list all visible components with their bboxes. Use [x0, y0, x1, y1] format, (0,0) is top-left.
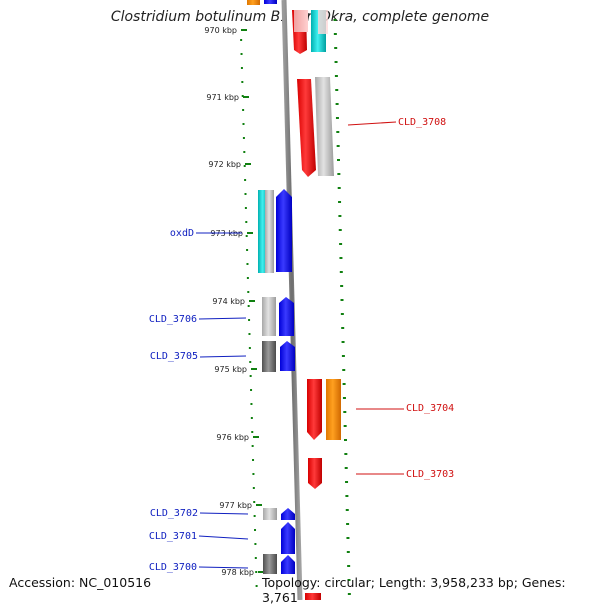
gene-blue-oxdd[interactable]: [276, 189, 292, 272]
genome-backbone: [281, 0, 303, 600]
gene-label-cld-3708[interactable]: CLD_3708: [398, 117, 446, 128]
gene-grey-3702[interactable]: [263, 508, 277, 520]
gene-red-bottom[interactable]: [305, 593, 321, 600]
genome-summary: Topology: circular; Length: 3,958,233 bp…: [262, 575, 566, 605]
gene-darkgrey-3700[interactable]: [263, 554, 277, 574]
right-leader-lines: [347, 121, 404, 475]
gene-label-cld-3701[interactable]: CLD_3701: [149, 531, 197, 542]
gene-orange-top[interactable]: [247, 0, 260, 5]
ruler-label: 970 kbp: [204, 26, 237, 35]
gene-blue-3702[interactable]: [281, 508, 295, 520]
gene-blue-3705[interactable]: [280, 341, 295, 371]
gene-orange-3704[interactable]: [326, 379, 341, 440]
gene-blue-3706[interactable]: [279, 297, 294, 336]
ruler-label: 976 kbp: [216, 433, 249, 442]
gene-blue-3700[interactable]: [281, 555, 295, 574]
gene-darkgrey-3705[interactable]: [262, 341, 276, 372]
gene-blue-top[interactable]: [264, 0, 277, 4]
genes: [247, 0, 341, 600]
gene-red-3708[interactable]: [297, 79, 316, 177]
accession-label: Accession: NC_010516: [9, 575, 152, 590]
ruler-label: 972 kbp: [208, 160, 241, 169]
gene-grey-3708[interactable]: [315, 77, 334, 176]
gene-grey-3706[interactable]: [262, 297, 276, 336]
gene-label-cld-3702[interactable]: CLD_3702: [150, 508, 198, 519]
gene-pink-top[interactable]: [294, 10, 308, 32]
gene-cyan-oxdd[interactable]: [258, 190, 268, 273]
ruler-label: 974 kbp: [212, 297, 245, 306]
gene-label-cld-3705[interactable]: CLD_3705: [150, 351, 198, 362]
gene-label-cld-3704[interactable]: CLD_3704: [406, 403, 454, 414]
gene-label-cld-3700[interactable]: CLD_3700: [149, 562, 197, 573]
gene-label-oxdd[interactable]: oxdD: [170, 228, 194, 239]
gene-grey-oxdd[interactable]: [265, 190, 274, 273]
gene-label-cld-3706[interactable]: CLD_3706: [149, 314, 197, 325]
gene-red-3704[interactable]: [307, 379, 322, 440]
ruler-label: 978 kbp: [221, 568, 254, 577]
gene-blue-3701[interactable]: [281, 522, 295, 554]
left-leader-lines: [196, 232, 249, 569]
track-dots: [240, 19, 351, 595]
ruler-label: 971 kbp: [206, 93, 239, 102]
gene-label-cld-3703[interactable]: CLD_3703: [406, 469, 454, 480]
ruler-label: 975 kbp: [214, 365, 247, 374]
gene-red-3703[interactable]: [308, 458, 322, 489]
gene-pinkish-top[interactable]: [318, 10, 328, 34]
ruler-label: 977 kbp: [219, 501, 252, 510]
